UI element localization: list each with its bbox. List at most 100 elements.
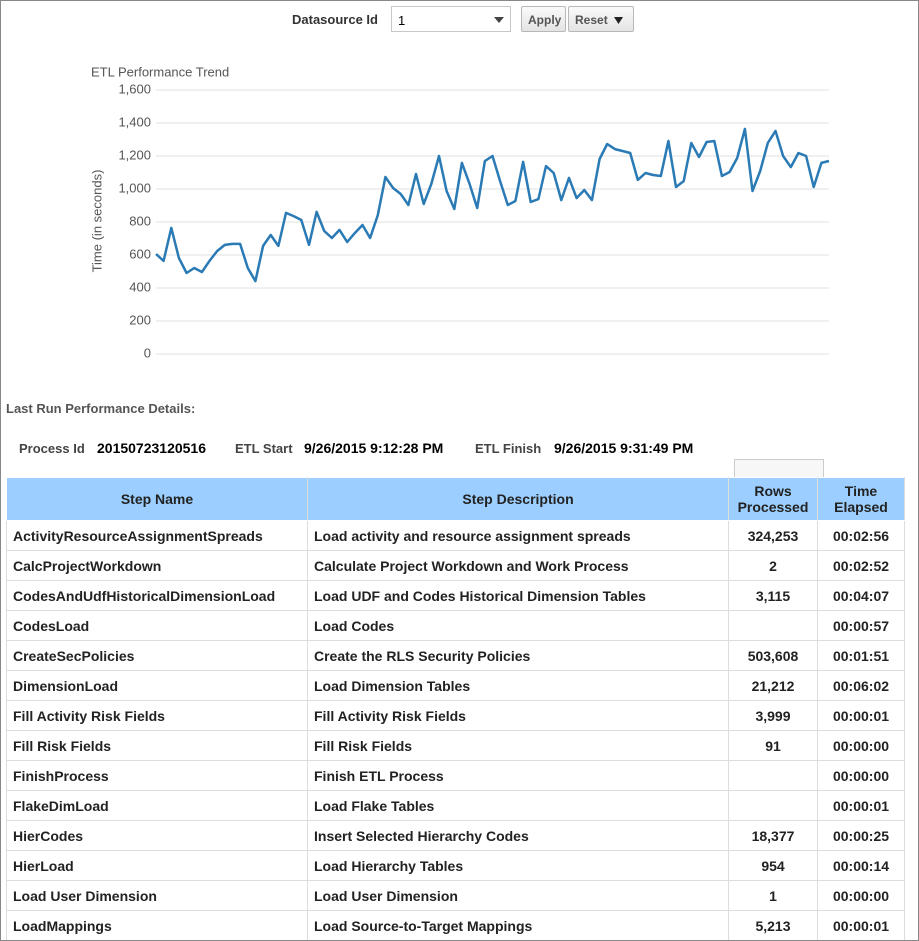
etl-start: 9/26/2015 9:12:28 PM <box>304 440 444 456</box>
table-cell: Load Hierarchy Tables <box>307 850 729 881</box>
table-cell: Insert Selected Hierarchy Codes <box>307 820 729 851</box>
table-row: HierLoad Load Hierarchy Tables 954 00:00:14 <box>6 850 905 881</box>
y-tick-label: 1,000 <box>118 180 151 195</box>
table-cell: 5,213 <box>728 910 818 940</box>
table-body: ActivityResourceAssignmentSpreads Load ac… <box>6 520 905 940</box>
y-tick-label: 1,400 <box>118 114 151 129</box>
table-row: Load User Dimension Load User Dimension 1 0… <box>6 880 905 911</box>
chart-title: ETL Performance Trend <box>91 64 229 79</box>
y-axis-label: Time (in seconds) <box>89 170 104 273</box>
column-grip[interactable] <box>734 459 824 477</box>
table-cell: 954 <box>728 850 818 881</box>
table-cell: LoadMappings <box>6 910 308 940</box>
table-cell: HierCodes <box>6 820 308 851</box>
table-row: FlakeDimLoad Load Flake Tables 00:00:01 <box>6 790 905 821</box>
table-row: FinishProcess Finish ETL Process 00:00:00 <box>6 760 905 791</box>
table-cell: 21,212 <box>728 670 818 701</box>
table-cell: 00:00:01 <box>817 790 905 821</box>
table-row: CodesAndUdfHistoricalDimensionLoad Load U… <box>6 580 905 611</box>
table-cell: Load Codes <box>307 610 729 641</box>
table-row: Fill Activity Risk Fields Fill Activity R… <box>6 700 905 731</box>
table-cell: 00:00:00 <box>817 880 905 911</box>
table-cell: ActivityResourceAssignmentSpreads <box>6 520 308 551</box>
dropdown-arrow <box>494 17 504 23</box>
table-cell: 00:00:14 <box>817 850 905 881</box>
table-cell: 00:04:07 <box>817 580 905 611</box>
table-cell: 00:00:01 <box>817 700 905 731</box>
table-cell: 00:00:00 <box>817 730 905 761</box>
select-value: 1 <box>398 13 406 28</box>
table-row: CreateSecPolicies Create the RLS Security… <box>6 640 905 671</box>
header-row: Step Name Step Description Rows Processed T… <box>6 477 905 521</box>
column-header: Step Description <box>307 477 729 521</box>
chart: ETL Performance Trend Time (in seconds) … <box>89 64 830 360</box>
table-row: ActivityResourceAssignmentSpreads Load ac… <box>6 520 905 551</box>
etl-finish: 9/26/2015 9:31:49 PM <box>554 440 694 456</box>
table-cell: 00:02:56 <box>817 520 905 551</box>
table-cell <box>728 760 818 791</box>
table-cell: CalcProjectWorkdown <box>6 550 308 581</box>
table-cell: 00:02:52 <box>817 550 905 581</box>
table-cell: Load Flake Tables <box>307 790 729 821</box>
table-row: CodesLoad Load Codes 00:00:57 <box>6 610 905 641</box>
y-tick-label: 600 <box>129 246 151 261</box>
reset-arrow <box>614 17 624 24</box>
table-cell: Load User Dimension <box>307 880 729 911</box>
etl-finish-label: ETL Finish <box>475 441 542 456</box>
table-cell: 503,608 <box>728 640 818 671</box>
table-cell: Load User Dimension <box>6 880 308 911</box>
table-cell <box>728 610 818 641</box>
table-cell: 00:06:02 <box>817 670 905 701</box>
details-heading: Last Run Performance Details: <box>6 401 196 416</box>
table-cell: Fill Risk Fields <box>6 730 308 761</box>
etl-start-label: ETL Start <box>235 441 293 456</box>
table-cell: CreateSecPolicies <box>6 640 308 671</box>
table-cell: Fill Activity Risk Fields <box>307 700 729 731</box>
table-cell: 00:00:57 <box>817 610 905 641</box>
table-cell: 00:00:25 <box>817 820 905 851</box>
table-cell: 3,999 <box>728 700 818 731</box>
table-cell <box>728 790 818 821</box>
apply-button[interactable]: Apply <box>521 6 566 32</box>
y-tick-label: 400 <box>129 279 151 294</box>
table-row: LoadMappings Load Source-to-Target Mappin… <box>6 910 905 940</box>
table-cell: CodesAndUdfHistoricalDimensionLoad <box>6 580 308 611</box>
reset-button[interactable]: Reset <box>568 6 634 32</box>
table-cell: 00:00:00 <box>817 760 905 791</box>
process-id: 20150723120516 <box>97 440 207 456</box>
trend-line <box>155 127 830 283</box>
table-cell: 324,253 <box>728 520 818 551</box>
table-cell: Load activity and resource assignment sp… <box>307 520 729 551</box>
datasource-select[interactable]: 1 <box>391 6 511 32</box>
table-cell: Finish ETL Process <box>307 760 729 791</box>
column-header: Step Name <box>6 477 308 521</box>
table-cell: Fill Activity Risk Fields <box>6 700 308 731</box>
table-cell: Load Dimension Tables <box>307 670 729 701</box>
table-cell: Calculate Project Workdown and Work Proc… <box>307 550 729 581</box>
table-cell: 00:01:51 <box>817 640 905 671</box>
table-cell: FinishProcess <box>6 760 308 791</box>
table-cell: 91 <box>728 730 818 761</box>
table-cell: 18,377 <box>728 820 818 851</box>
table-cell: 1 <box>728 880 818 911</box>
process-id-label: Process Id <box>19 441 85 456</box>
table-row: Fill Risk Fields Fill Risk Fields 91 00:00:… <box>6 730 905 761</box>
table-cell: Create the RLS Security Policies <box>307 640 729 671</box>
column-header: Time Elapsed <box>817 477 905 521</box>
y-tick-label: 0 <box>144 345 151 360</box>
table-cell: 3,115 <box>728 580 818 611</box>
table-cell: 2 <box>728 550 818 581</box>
y-tick-label: 1,600 <box>118 81 151 96</box>
y-tick-label: 800 <box>129 213 151 228</box>
table-cell: CodesLoad <box>6 610 308 641</box>
column-header: Rows Processed <box>728 477 818 521</box>
table-cell: FlakeDimLoad <box>6 790 308 821</box>
table-cell: DimensionLoad <box>6 670 308 701</box>
table-cell: HierLoad <box>6 850 308 881</box>
reset-text: Reset <box>575 13 608 27</box>
table-row: DimensionLoad Load Dimension Tables 21,212… <box>6 670 905 701</box>
table-cell: Fill Risk Fields <box>307 730 729 761</box>
table-cell: Load Source-to-Target Mappings <box>307 910 729 940</box>
filter-label: Datasource Id <box>292 12 378 27</box>
